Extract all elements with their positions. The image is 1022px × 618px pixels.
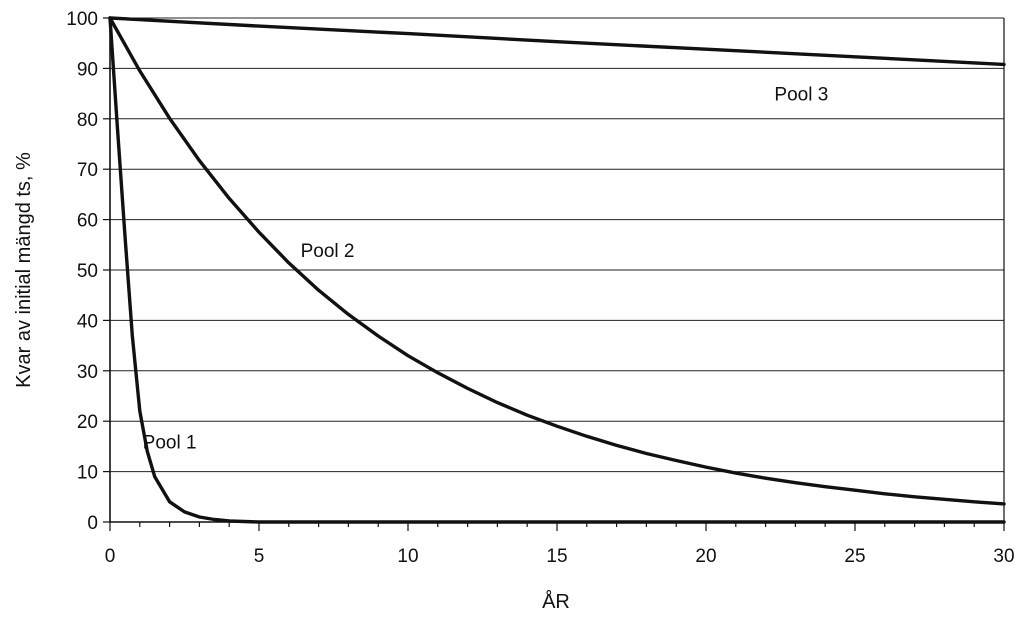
y-tick-label-10: 10 xyxy=(77,463,98,484)
series-layer xyxy=(108,16,1006,524)
x-tick-label-15: 15 xyxy=(546,546,567,567)
series-line-3 xyxy=(108,16,1006,67)
y-axis-title: Kvar av initial mängd ts, % xyxy=(13,152,35,388)
series-line-2 xyxy=(108,16,1006,506)
y-tick-label-60: 60 xyxy=(77,211,98,232)
y-tick-label-40: 40 xyxy=(77,311,98,332)
y-tick-label-20: 20 xyxy=(77,412,98,433)
y-tick-label-100: 100 xyxy=(66,9,98,30)
y-tick-label-30: 30 xyxy=(77,362,98,383)
series-label-1: Pool 1 xyxy=(143,432,197,453)
x-tick-label-25: 25 xyxy=(844,546,865,567)
y-tick-label-70: 70 xyxy=(77,160,98,181)
series-line-1 xyxy=(108,16,1006,524)
y-tick-label-0: 0 xyxy=(87,513,98,534)
y-tick-label-80: 80 xyxy=(77,110,98,131)
x-tick-label-10: 10 xyxy=(397,546,418,567)
series-label-3: Pool 3 xyxy=(774,85,828,106)
axis-layer xyxy=(103,17,1005,531)
x-tick-label-5: 5 xyxy=(254,546,265,567)
y-tick-label-90: 90 xyxy=(77,59,98,80)
series-label-2: Pool 2 xyxy=(301,241,355,262)
x-axis-title: ÅR xyxy=(542,590,570,613)
x-tick-label-20: 20 xyxy=(695,546,716,567)
label-layer: 0 10 20 30 40 50 60 70 80 90 100 0 5 10 15 20 25 30 Pool 1… xyxy=(66,9,1014,567)
x-tick-label-30: 30 xyxy=(993,546,1014,567)
grid-layer xyxy=(110,17,1004,473)
y-tick-label-50: 50 xyxy=(77,261,98,282)
x-tick-label-0: 0 xyxy=(105,546,116,567)
